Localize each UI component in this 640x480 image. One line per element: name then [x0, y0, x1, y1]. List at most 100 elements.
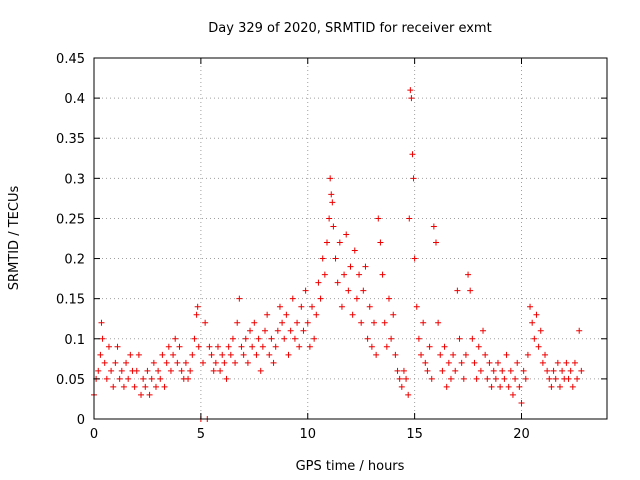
data-point [249, 343, 256, 350]
data-point [311, 335, 318, 342]
data-point [219, 351, 226, 358]
data-point [567, 367, 574, 374]
data-point [373, 351, 380, 358]
data-point [328, 191, 335, 198]
data-point [317, 295, 324, 302]
data-point [381, 319, 388, 326]
data-point [556, 383, 563, 390]
data-point [212, 359, 219, 366]
data-point [439, 367, 446, 374]
data-point [375, 215, 382, 222]
data-point [460, 375, 467, 382]
data-point [422, 359, 429, 366]
data-point [490, 367, 497, 374]
data-point [270, 359, 277, 366]
data-point [410, 175, 417, 182]
data-point [127, 351, 134, 358]
data-point [283, 311, 290, 318]
data-point [353, 295, 360, 302]
data-point [163, 359, 170, 366]
data-point [437, 351, 444, 358]
data-point [97, 351, 104, 358]
y-tick-label: 0.15 [56, 293, 85, 308]
data-point [475, 343, 482, 350]
data-point [200, 359, 207, 366]
data-point [172, 335, 179, 342]
data-point [447, 375, 454, 382]
data-points [91, 87, 585, 422]
data-point [535, 343, 542, 350]
data-point [385, 295, 392, 302]
chart-title: Day 329 of 2020, SRMTID for receiver exm… [208, 21, 491, 36]
data-point [358, 319, 365, 326]
data-point [242, 335, 249, 342]
data-point [174, 359, 181, 366]
data-point [338, 303, 345, 310]
data-point [546, 375, 553, 382]
data-point [430, 223, 437, 230]
data-point [161, 383, 168, 390]
data-point [330, 223, 337, 230]
data-point [518, 399, 525, 406]
data-point [329, 199, 336, 206]
data-point [405, 391, 412, 398]
data-point [388, 335, 395, 342]
data-point [287, 327, 294, 334]
data-point [133, 367, 140, 374]
data-point [343, 231, 350, 238]
data-point [533, 311, 540, 318]
data-point [368, 343, 375, 350]
data-point [520, 367, 527, 374]
x-tick-label: 20 [513, 427, 530, 442]
data-point [522, 375, 529, 382]
data-point [537, 327, 544, 334]
data-point [569, 383, 576, 390]
data-point [118, 367, 125, 374]
y-tick-label: 0.25 [56, 212, 85, 227]
data-point [360, 287, 367, 294]
data-point [95, 367, 102, 374]
data-point [578, 367, 585, 374]
data-point [225, 343, 232, 350]
data-point [349, 311, 356, 318]
data-point [193, 311, 200, 318]
data-point [377, 239, 384, 246]
data-point [110, 383, 117, 390]
data-point [484, 375, 491, 382]
data-point [452, 367, 459, 374]
data-point [138, 391, 145, 398]
data-point [187, 367, 194, 374]
data-point [345, 287, 352, 294]
data-point [98, 319, 105, 326]
data-point [144, 367, 151, 374]
y-tick-label: 0.35 [56, 132, 85, 147]
data-point [456, 335, 463, 342]
data-point [123, 359, 130, 366]
data-point [465, 271, 472, 278]
data-point [362, 263, 369, 270]
data-point [364, 335, 371, 342]
data-point [396, 375, 403, 382]
data-point [304, 319, 311, 326]
data-point [482, 351, 489, 358]
data-point [227, 351, 234, 358]
data-point [488, 383, 495, 390]
y-tick-label: 0.3 [64, 172, 85, 187]
data-point [494, 359, 501, 366]
x-axis-label: GPS time / hours [296, 459, 405, 474]
axis-ticks: 0 0.05 0.1 0.15 0.2 0.25 0.3 0.35 0.4 0.45 0 5 10 15 2… [56, 52, 607, 442]
data-point [285, 351, 292, 358]
data-point [255, 335, 262, 342]
data-point [182, 359, 189, 366]
data-point [185, 375, 192, 382]
data-point [469, 335, 476, 342]
data-point [257, 367, 264, 374]
data-point [503, 351, 510, 358]
data-point [148, 375, 155, 382]
data-point [408, 95, 415, 102]
data-point [176, 343, 183, 350]
data-point [165, 343, 172, 350]
data-point [194, 303, 201, 310]
data-point [262, 327, 268, 334]
data-point [296, 343, 303, 350]
